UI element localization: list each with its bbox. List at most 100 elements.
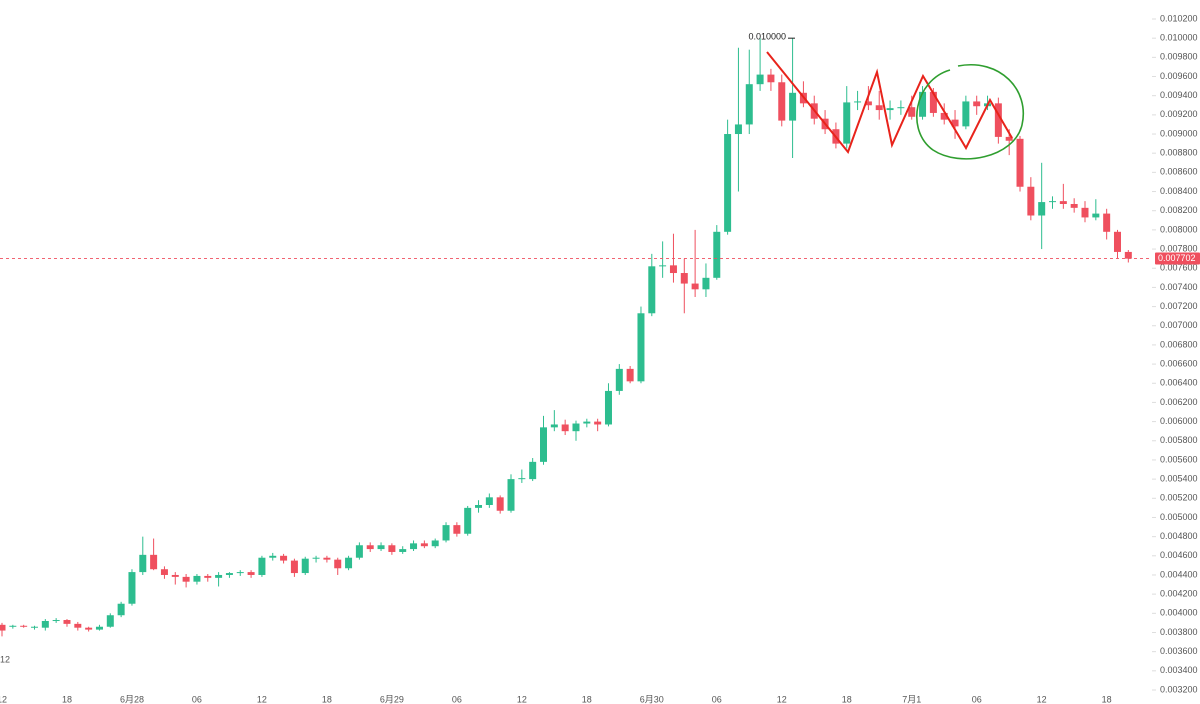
candle-body	[345, 557, 353, 569]
y-tick-label: 0.005000	[1160, 512, 1198, 522]
y-tick-label: 0.005600	[1160, 454, 1198, 464]
candle-body	[290, 560, 298, 574]
y-tick-label: 0.004400	[1160, 569, 1198, 579]
candle-body	[702, 277, 710, 290]
candle-body	[897, 107, 905, 109]
candle-body	[767, 74, 775, 83]
candle-body	[442, 525, 450, 541]
candle-body	[929, 91, 937, 113]
candle-body	[388, 545, 396, 552]
y-tick-label: 0.005200	[1160, 493, 1198, 503]
x-tick-label: 18	[582, 694, 592, 704]
candle-body	[843, 102, 851, 144]
candle-body	[1124, 251, 1132, 259]
candle-body	[420, 543, 428, 547]
x-tick-label: 12	[1037, 694, 1047, 704]
candle-body	[1016, 138, 1024, 187]
candle-body	[973, 101, 981, 107]
candle-body	[561, 424, 569, 432]
candle-body	[453, 525, 461, 534]
candle-body	[150, 554, 158, 570]
candle-body	[1049, 201, 1057, 203]
y-tick-label: 0.008200	[1160, 205, 1198, 215]
y-tick-label: 0.009000	[1160, 128, 1198, 138]
candle-body	[280, 555, 288, 561]
candle-body	[594, 421, 602, 425]
candle-body	[1103, 213, 1111, 232]
y-tick-label: 0.008000	[1160, 224, 1198, 234]
x-tick-label: 06	[192, 694, 202, 704]
x-tick-label: 12	[257, 694, 267, 704]
candle-body	[875, 105, 883, 111]
y-tick-label: 0.008400	[1160, 186, 1198, 196]
y-tick-label: 0.006200	[1160, 397, 1198, 407]
x-tick-label: 06	[712, 694, 722, 704]
x-tick-label: 06	[452, 694, 462, 704]
candle-body	[85, 627, 93, 630]
candle-body	[63, 620, 71, 624]
candle-body	[745, 84, 753, 125]
candle-body	[41, 620, 49, 628]
x-tick-label: 12	[777, 694, 787, 704]
candle-body	[258, 557, 266, 575]
candle-body	[1070, 204, 1078, 208]
candle-body	[529, 461, 537, 480]
hand-drawn-arrows	[766, 51, 1013, 155]
candle-body	[410, 543, 418, 550]
candle-body	[95, 626, 103, 630]
candle-body	[1059, 201, 1067, 205]
candle-body	[30, 626, 38, 628]
drawings	[766, 51, 1025, 160]
candle-body	[323, 557, 331, 560]
candle-body	[962, 101, 970, 127]
y-tick-label: 0.003400	[1160, 665, 1198, 675]
y-tick-label: 0.006800	[1160, 339, 1198, 349]
hand-drawn-circle	[916, 64, 1025, 160]
x-tick-label: 12	[517, 694, 527, 704]
y-tick-label: 0.005800	[1160, 435, 1198, 445]
candle-body	[680, 273, 688, 284]
candle-body	[0, 624, 6, 631]
candle-body	[713, 231, 721, 278]
y-tick-label: 0.007400	[1160, 282, 1198, 292]
candle-body	[301, 558, 309, 574]
y-tick-label: 0.003600	[1160, 646, 1198, 656]
candle-body	[615, 368, 623, 391]
candle-body	[940, 112, 948, 120]
max-price-label: 0.010000	[748, 32, 786, 42]
y-tick-label: 0.010000	[1160, 33, 1198, 43]
candle-body	[485, 497, 493, 505]
candle-body	[854, 101, 862, 103]
candle-body	[366, 545, 374, 550]
candle-body	[475, 504, 483, 508]
x-tick-label: 18	[842, 694, 852, 704]
candle-body	[864, 101, 872, 106]
candle-body	[507, 479, 515, 511]
candle-body	[312, 557, 320, 559]
candle-body	[377, 545, 385, 550]
candle-body	[117, 603, 125, 616]
x-tick-label: 18	[62, 694, 72, 704]
x-tick-label: 7月1	[902, 694, 921, 704]
candle-body	[74, 623, 82, 628]
candle-body	[919, 91, 927, 117]
candle-body	[128, 572, 136, 604]
y-tick-label: 0.004200	[1160, 589, 1198, 599]
candle-body	[399, 549, 407, 552]
candle-body	[431, 540, 439, 547]
candle-body	[334, 559, 342, 569]
y-tick-label: 0.007600	[1160, 263, 1198, 273]
candle-body	[756, 74, 764, 85]
x-tick-label: 6月28	[120, 694, 144, 704]
x-tick-label: 6月30	[640, 694, 664, 704]
candle-body	[724, 134, 732, 232]
candle-body	[626, 368, 634, 382]
candle-body	[1005, 136, 1013, 141]
candle-body	[225, 573, 233, 575]
candle-body	[52, 620, 60, 622]
candle-body	[994, 103, 1002, 137]
candle-body	[9, 625, 17, 627]
y-tick-label: 0.005400	[1160, 473, 1198, 483]
y-tick-label: 0.003200	[1160, 684, 1198, 694]
